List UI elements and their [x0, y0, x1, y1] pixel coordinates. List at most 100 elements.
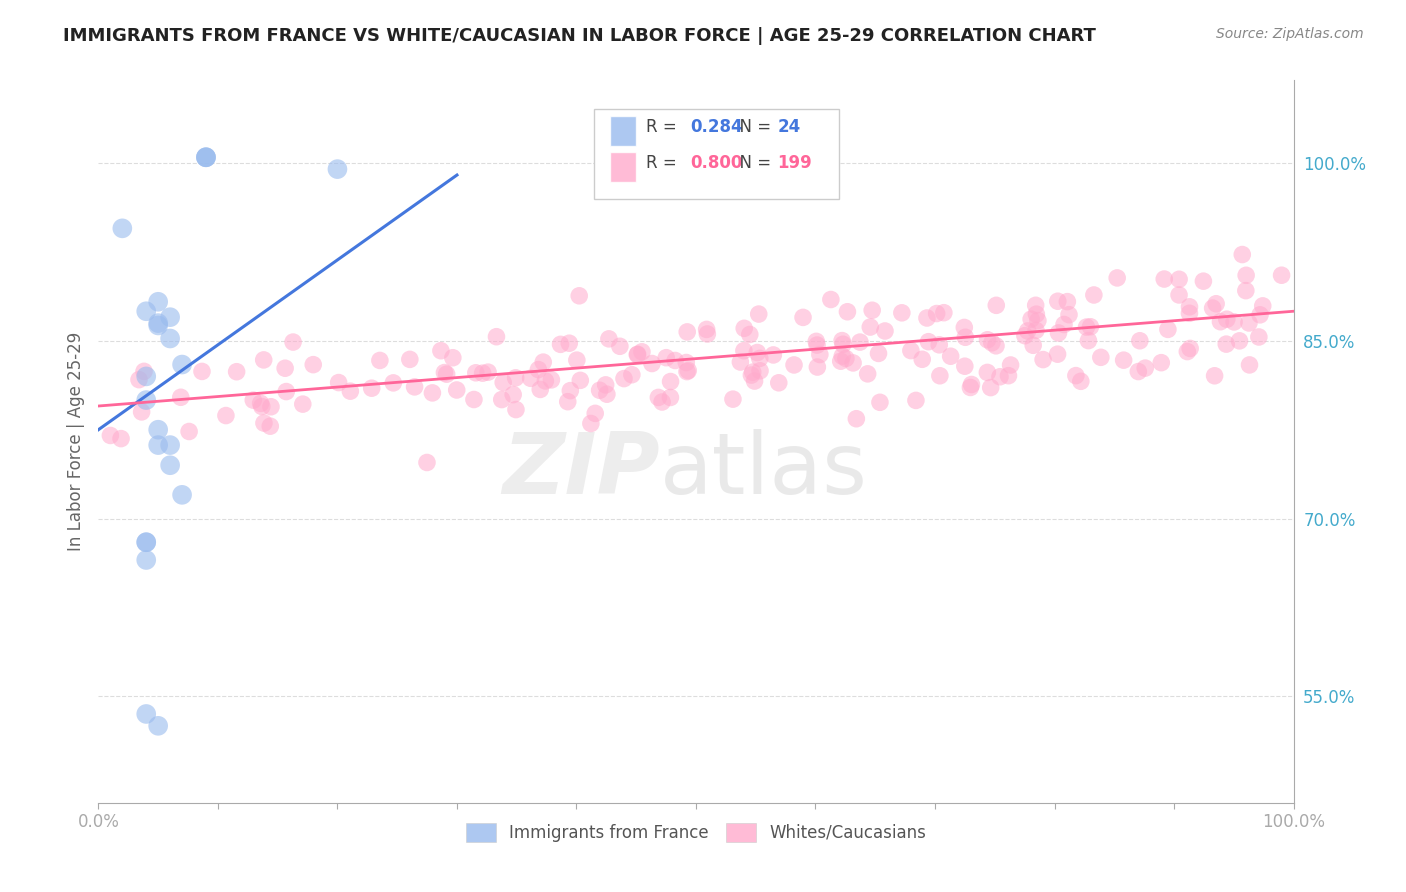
Point — [360, 381, 382, 395]
Text: R =: R = — [645, 119, 682, 136]
Y-axis label: In Labor Force | Age 25-29: In Labor Force | Age 25-29 — [66, 332, 84, 551]
Point — [527, 362, 550, 376]
Point — [976, 365, 998, 379]
Point — [1046, 347, 1069, 361]
Point — [170, 390, 193, 404]
Point — [1237, 316, 1260, 330]
Point — [911, 352, 934, 367]
Point — [676, 365, 699, 379]
Point — [984, 339, 1007, 353]
Point — [641, 357, 664, 371]
Point — [783, 358, 806, 372]
Point — [1046, 294, 1069, 309]
Point — [110, 432, 132, 446]
Point — [328, 376, 350, 390]
Point — [416, 455, 439, 469]
Point — [148, 294, 170, 309]
Point — [557, 394, 579, 409]
Point — [1178, 342, 1201, 356]
Point — [1025, 307, 1047, 321]
Point — [1129, 334, 1152, 348]
Point — [1216, 312, 1239, 326]
Point — [1019, 312, 1042, 326]
Point — [492, 376, 515, 390]
Point — [368, 353, 391, 368]
Point — [1223, 315, 1246, 329]
Point — [159, 331, 181, 345]
Point — [1168, 272, 1191, 286]
Point — [627, 347, 650, 361]
Point — [1234, 268, 1257, 283]
Point — [250, 400, 273, 414]
Point — [837, 304, 859, 318]
Point — [740, 368, 762, 382]
Point — [747, 345, 769, 359]
Point — [422, 385, 444, 400]
Point — [172, 488, 194, 502]
Point — [696, 326, 718, 341]
Point — [831, 349, 853, 363]
Point — [953, 320, 976, 334]
Point — [485, 329, 508, 343]
Point — [1057, 308, 1080, 322]
Text: 199: 199 — [778, 154, 813, 172]
Point — [860, 303, 883, 318]
Point — [491, 392, 513, 407]
Point — [598, 332, 620, 346]
Point — [820, 293, 842, 307]
Point — [281, 334, 304, 349]
Point — [382, 376, 405, 390]
Point — [1080, 319, 1102, 334]
Point — [128, 373, 150, 387]
Point — [1204, 368, 1226, 383]
Point — [1178, 306, 1201, 320]
Point — [900, 343, 922, 358]
Point — [502, 387, 524, 401]
Point — [596, 387, 619, 401]
Point — [806, 338, 828, 352]
Point — [1090, 351, 1112, 365]
Point — [477, 365, 499, 379]
Point — [1247, 330, 1270, 344]
Point — [721, 392, 744, 406]
Point — [904, 393, 927, 408]
Point — [569, 373, 592, 387]
Point — [1017, 324, 1039, 338]
Point — [1232, 247, 1254, 261]
Point — [441, 351, 464, 365]
Point — [749, 364, 772, 378]
Point — [531, 355, 554, 369]
Point — [302, 358, 325, 372]
Point — [1076, 320, 1098, 334]
Point — [651, 395, 673, 409]
Point — [733, 343, 755, 358]
Point — [276, 384, 298, 399]
Point — [738, 327, 761, 342]
Point — [148, 316, 170, 330]
Point — [980, 335, 1002, 350]
Point — [925, 307, 948, 321]
Point — [159, 310, 181, 325]
Text: IMMIGRANTS FROM FRANCE VS WHITE/CAUCASIAN IN LABOR FORCE | AGE 25-29 CORRELATION: IMMIGRANTS FROM FRANCE VS WHITE/CAUCASIA… — [63, 27, 1097, 45]
Point — [463, 392, 485, 407]
Point — [339, 384, 361, 399]
Point — [148, 423, 170, 437]
Point — [1107, 271, 1129, 285]
Point — [135, 535, 157, 549]
Point — [1192, 274, 1215, 288]
Point — [917, 334, 939, 349]
Point — [583, 406, 606, 420]
Point — [560, 384, 582, 398]
Point — [1215, 337, 1237, 351]
Point — [959, 380, 981, 394]
Point — [831, 334, 853, 348]
Point — [1083, 288, 1105, 302]
Point — [225, 365, 247, 379]
Point — [135, 304, 157, 318]
Point — [253, 416, 276, 430]
Point — [955, 330, 977, 344]
Point — [832, 337, 855, 351]
Point — [1047, 326, 1070, 340]
Point — [159, 458, 181, 473]
Point — [433, 366, 456, 380]
